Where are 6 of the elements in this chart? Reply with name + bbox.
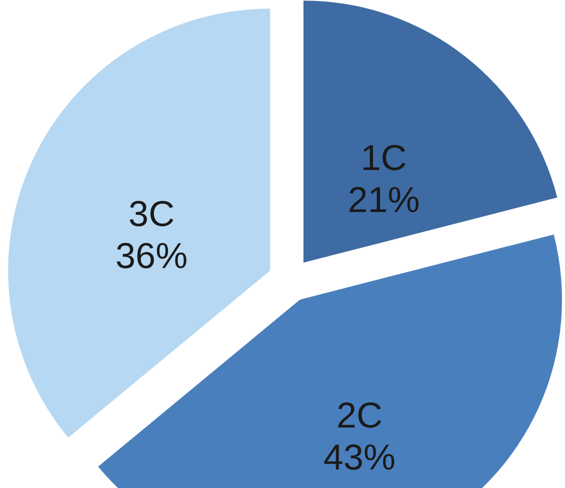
data-label: 21% bbox=[348, 179, 420, 220]
data-label: 43% bbox=[323, 436, 396, 478]
slice-label: 1C bbox=[360, 137, 407, 178]
slice-label: 3C bbox=[128, 192, 175, 234]
slice-label: 2C bbox=[336, 394, 382, 436]
data-label: 36% bbox=[116, 234, 188, 276]
